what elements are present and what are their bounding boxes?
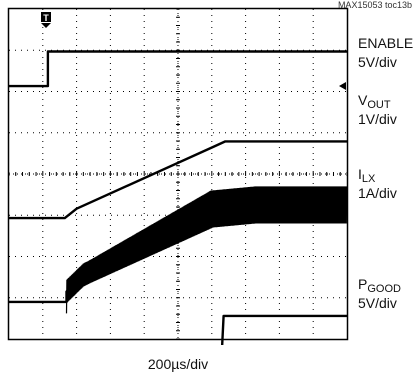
trigger-marker-label: T xyxy=(43,13,49,23)
pgood-name: PGOOD xyxy=(358,276,401,295)
pgood-scale: 5V/div xyxy=(358,295,397,311)
channel-label-ilx: ILX 1A/div xyxy=(358,166,397,202)
enable-scale: 5V/div xyxy=(358,54,397,70)
ilx-scale: 1A/div xyxy=(358,185,397,201)
trace-vout xyxy=(9,140,347,220)
trigger-arrow-icon xyxy=(41,23,51,28)
traces xyxy=(9,50,348,345)
vout-name: VOUT xyxy=(358,92,391,111)
trace-marker-arrow-icon xyxy=(339,82,346,90)
figure-id: MAX15053 toc13b xyxy=(337,0,412,10)
oscilloscope-plot: T xyxy=(7,7,349,345)
timebase-label: 200µs/div xyxy=(147,356,209,372)
trigger-marker-box xyxy=(41,12,51,22)
trace-ilx-ripple xyxy=(65,186,348,314)
channel-label-pgood: PGOOD 5V/div xyxy=(358,276,401,312)
trigger-marker: T xyxy=(41,12,51,28)
ilx-name: ILX xyxy=(358,166,376,185)
channel-label-enable: ENABLE 5V/div xyxy=(358,35,413,71)
trace-enable xyxy=(9,50,347,88)
trace-pgood xyxy=(220,314,347,345)
vout-scale: 1V/div xyxy=(358,111,397,127)
enable-name: ENABLE xyxy=(358,35,414,51)
channel-label-vout: VOUT 1V/div xyxy=(358,92,397,128)
